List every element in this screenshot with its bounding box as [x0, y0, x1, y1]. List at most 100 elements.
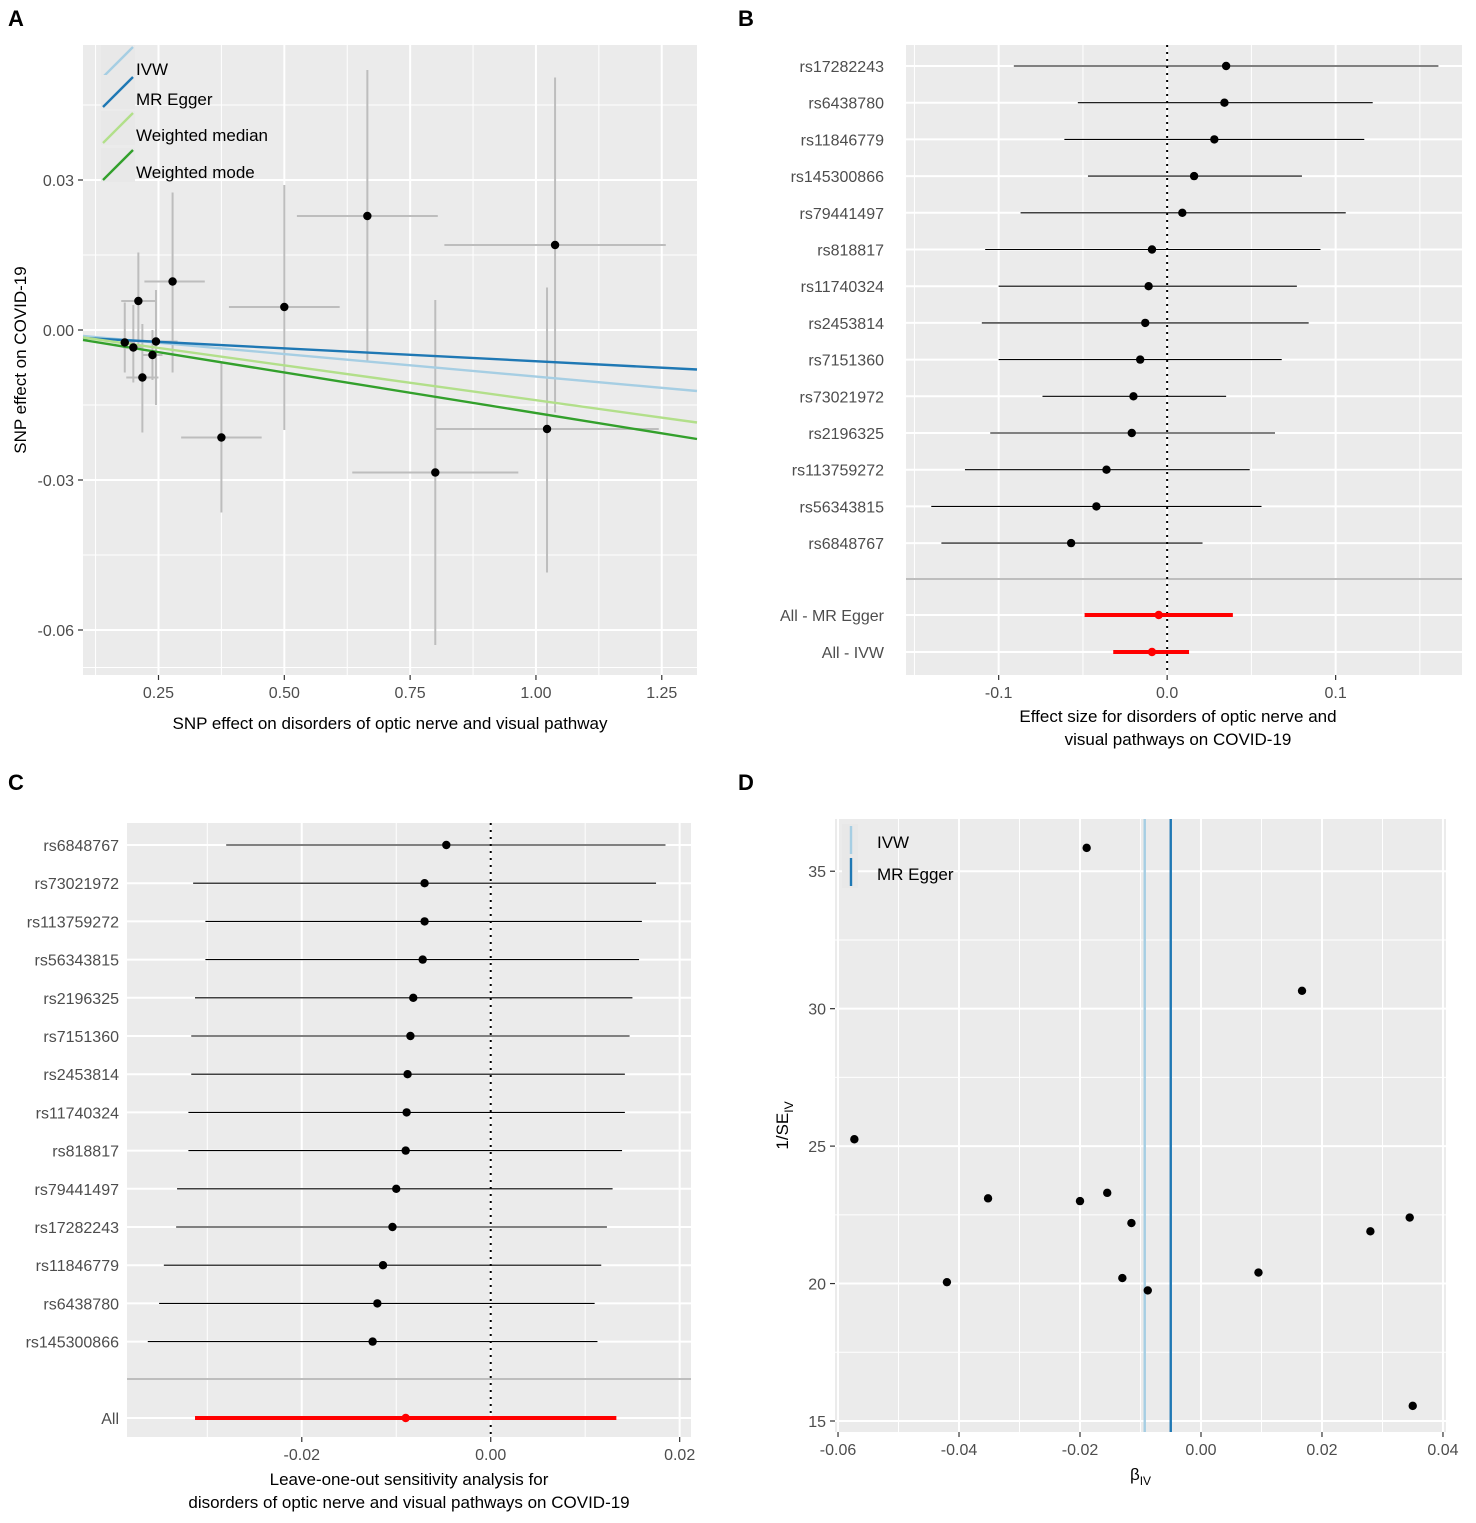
panel-label: D: [738, 770, 754, 795]
row-label: rs11740324: [801, 279, 884, 296]
legend-key: [102, 46, 134, 78]
y-tick-label: 15: [808, 1414, 826, 1431]
estimate-point: [378, 1261, 388, 1270]
estimate-point: [392, 1184, 401, 1194]
row-label: rs113759272: [792, 463, 884, 480]
data-point: [120, 338, 129, 347]
data-point: [148, 350, 157, 360]
legend-label: Weighted median: [136, 126, 268, 145]
summary-row-label: All - IVW: [822, 645, 885, 662]
estimate-point: [406, 1031, 415, 1041]
x-axis-title: βIV: [1130, 1465, 1151, 1488]
x-tick-label: -0.1: [985, 685, 1013, 702]
estimate-point: [1189, 171, 1199, 181]
regression-line: [82, 336, 698, 424]
data-point: [363, 211, 372, 221]
data-point: [129, 343, 138, 352]
y-tick-label: 35: [808, 864, 826, 881]
legend-label: MR Egger: [136, 90, 213, 109]
legend: IVW MR Egger: [842, 824, 954, 888]
y-axis-title-main: 1/SE: [773, 1113, 792, 1150]
row-label: rs113759272: [27, 914, 119, 931]
data-point: [550, 240, 560, 250]
summary-estimate-point: [401, 1413, 410, 1423]
row-label: rs6438780: [43, 1296, 119, 1313]
estimate-point: [1147, 245, 1157, 254]
row-label: rs11846779: [36, 1258, 119, 1275]
panel-d-funnel: D IVW MR Egger -0.06 -0.04 -0.02 0.00 0.02 0.04 1…: [738, 770, 1459, 1488]
legend-key: [102, 149, 134, 181]
x-tick-label: -0.04: [941, 1442, 978, 1459]
row-label: rs2453814: [808, 316, 884, 333]
data-point: [151, 337, 161, 346]
estimate-point: [442, 840, 451, 850]
row-label: rs56343815: [799, 499, 884, 516]
legend-label: IVW: [136, 60, 168, 79]
data-point: [1075, 1196, 1085, 1206]
y-tick-label: 25: [808, 1139, 826, 1156]
estimate-point: [420, 917, 429, 926]
x-tick-label: 1.00: [520, 685, 551, 702]
x-tick-label: 0.04: [1427, 1442, 1458, 1459]
estimate-point: [1220, 98, 1229, 107]
data-point: [134, 296, 143, 306]
estimate-point: [1127, 428, 1136, 438]
y-tick-label: -0.06: [38, 623, 75, 640]
x-axis-title: SNP effect on disorders of optic nerve a…: [172, 714, 608, 733]
summary-estimate-point: [1147, 647, 1157, 657]
estimate-point: [1144, 282, 1153, 291]
x-tick-label: 0.02: [664, 1447, 695, 1464]
legend-label: MR Egger: [877, 865, 954, 884]
estimate-point: [1221, 61, 1231, 71]
estimate-point: [420, 879, 429, 888]
row-label: rs145300866: [26, 1335, 120, 1352]
data-point: [1408, 1401, 1417, 1411]
plot-background: [83, 45, 697, 675]
estimate-point: [1129, 392, 1138, 401]
data-point: [431, 468, 440, 477]
x-tick-label: 0.00: [475, 1447, 506, 1464]
x-tick-label: 1.25: [646, 685, 677, 702]
estimate-point: [1135, 355, 1145, 364]
x-tick-label: -0.06: [820, 1442, 857, 1459]
estimate-point: [1092, 502, 1101, 511]
panel-label: A: [8, 6, 24, 31]
data-point: [1127, 1218, 1136, 1228]
y-tick-label: -0.03: [38, 473, 75, 490]
summary-estimate-point: [1154, 610, 1163, 620]
estimate-point: [1141, 318, 1150, 328]
legend-label: Weighted mode: [136, 163, 255, 182]
row-label: rs6438780: [808, 96, 884, 113]
regression-line: [82, 336, 698, 371]
summary-row-label: All: [101, 1411, 119, 1428]
y-tick-label: 0.00: [43, 323, 74, 340]
x-tick-label: 0.25: [143, 685, 174, 702]
y-tick-label: 0.03: [43, 173, 74, 190]
row-label: rs2453814: [43, 1067, 119, 1084]
x-axis-title-main: β: [1130, 1465, 1140, 1484]
estimate-point: [1210, 135, 1219, 144]
x-axis-title: disorders of optic nerve and visual path…: [188, 1493, 629, 1512]
x-axis-title: visual pathways on COVID-19: [1065, 730, 1292, 749]
x-axis-title: Leave-one-out sensitivity analysis for: [270, 1470, 549, 1489]
data-point: [1143, 1286, 1152, 1295]
estimate-point: [1102, 465, 1111, 474]
x-tick-label: 0.02: [1306, 1442, 1337, 1459]
panel-label: B: [738, 6, 754, 31]
regression-line: [82, 338, 698, 441]
row-label: rs79441497: [34, 1182, 119, 1199]
data-point: [280, 302, 289, 312]
x-tick-label: -0.02: [1062, 1442, 1099, 1459]
row-label: rs73021972: [799, 389, 884, 406]
data-point: [1118, 1273, 1127, 1283]
x-tick-label: 0.00: [1185, 1442, 1216, 1459]
estimate-point: [1178, 208, 1187, 217]
plot-background: [127, 823, 691, 1437]
estimate-point: [402, 1108, 411, 1117]
data-point: [138, 373, 147, 382]
x-tick-label: 0.0: [1156, 685, 1178, 702]
row-label: rs7151360: [43, 1029, 119, 1046]
